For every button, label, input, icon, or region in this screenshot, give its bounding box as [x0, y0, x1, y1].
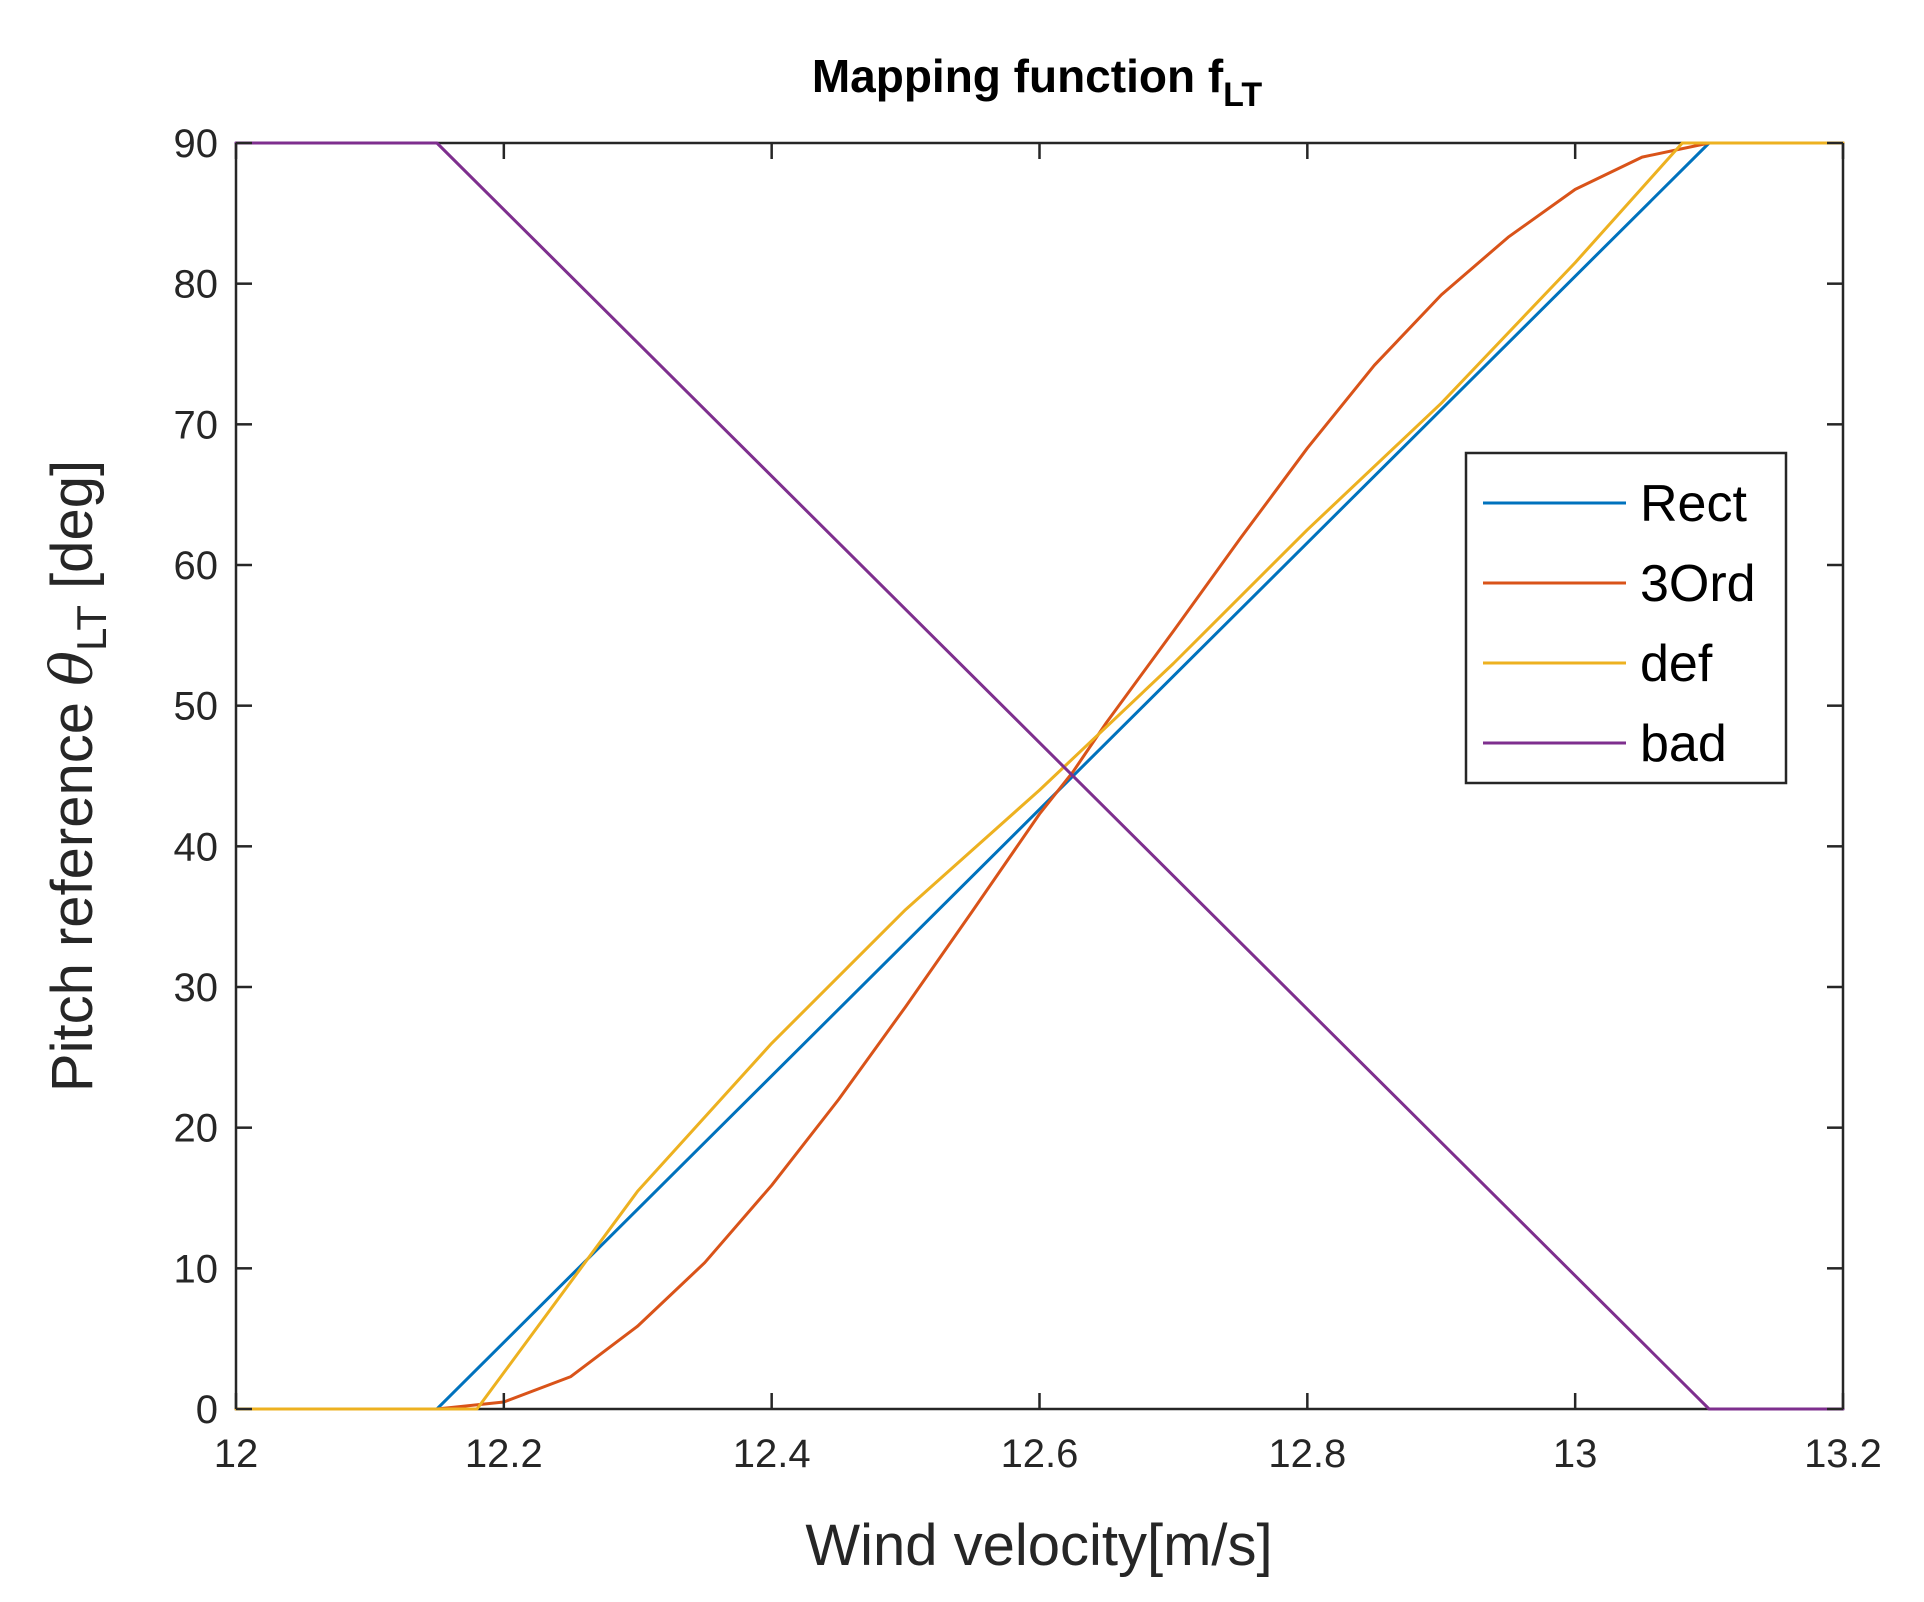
y-axis-title-subscript: LT: [68, 605, 115, 651]
series-line-def: [234, 141, 1845, 1411]
x-tick-label: 12.4: [733, 1432, 811, 1476]
x-tick-label: 12.2: [465, 1432, 543, 1476]
legend: Rect 3Ord def bad: [1464, 451, 1788, 785]
y-axis-title-prefix: Pitch reference: [40, 686, 105, 1092]
legend-label-bad: bad: [1640, 715, 1727, 773]
x-tick-label: 13: [1553, 1432, 1598, 1476]
x-tick-label: 12.6: [1001, 1432, 1079, 1476]
chart-title-subscript: LT: [1223, 76, 1262, 114]
legend-box: [1464, 451, 1788, 785]
y-tick-label: 20: [174, 1107, 219, 1151]
y-tick-label: 70: [174, 403, 219, 447]
x-axis-title: Wind velocity[m/s]: [805, 1513, 1272, 1578]
legend-label-3ord: 3Ord: [1640, 555, 1756, 613]
legend-label-def: def: [1640, 635, 1713, 693]
x-tick-label: 12: [214, 1432, 259, 1476]
y-tick-label: 90: [174, 122, 219, 166]
x-tick-label: 13.2: [1804, 1432, 1882, 1476]
chart-title: Mapping function fLT: [812, 50, 1263, 114]
series-line-3ord: [234, 141, 1845, 1411]
ticks-group: 12 12.2 12.4 12.6 12.8 13 13.2 0 10 20 30 40 50 60 70 8…: [174, 122, 1882, 1476]
series-group: [234, 141, 1845, 1411]
series-line-bad: [234, 141, 1845, 1411]
legend-label-rect: Rect: [1640, 475, 1747, 533]
plot-area: 12 12.2 12.4 12.6 12.8 13 13.2 0 10 20 30 40 50 60 70 8…: [174, 122, 1882, 1476]
y-tick-label: 0: [196, 1388, 218, 1432]
y-axis-title-symbol: θ: [38, 651, 106, 686]
y-tick-label: 10: [174, 1247, 219, 1291]
x-tick-label: 12.8: [1268, 1432, 1346, 1476]
y-tick-label: 30: [174, 966, 219, 1010]
y-tick-label: 60: [174, 544, 219, 588]
y-axis-title: Pitch reference θLT [deg]: [38, 460, 115, 1092]
y-tick-label: 80: [174, 263, 219, 307]
y-tick-label: 40: [174, 825, 219, 869]
y-tick-label: 50: [174, 685, 219, 729]
y-axis-title-suffix: [deg]: [40, 460, 105, 605]
